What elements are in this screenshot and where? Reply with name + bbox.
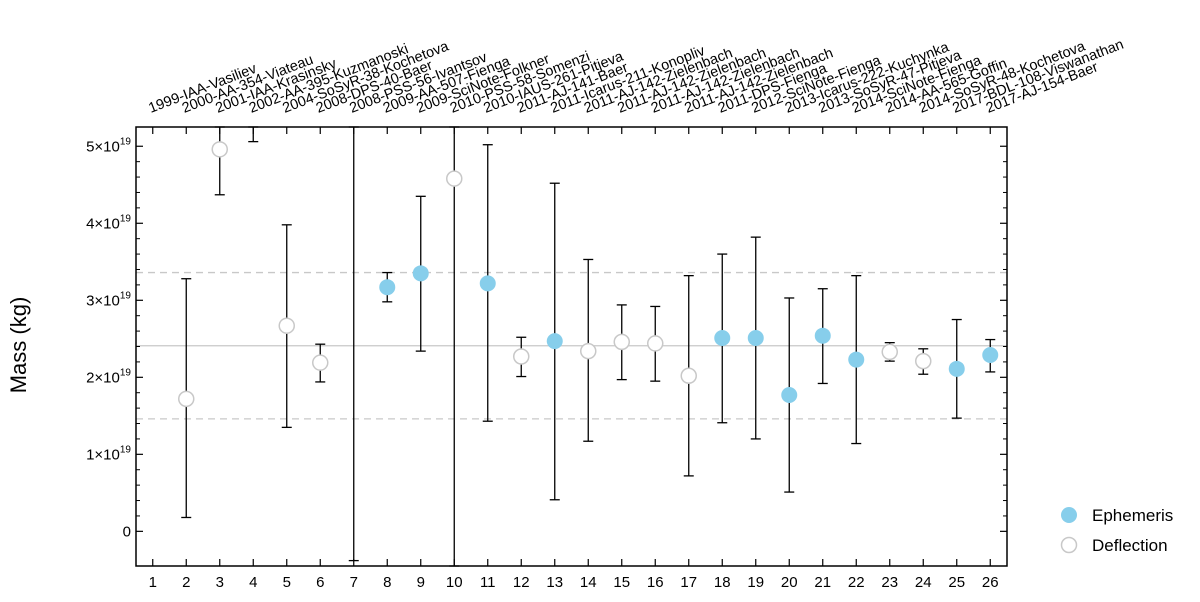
x-tick-label: 26 [982,574,999,591]
plot-layer: 01×10192×10193×10194×10195×101911999-IAA… [86,37,1126,591]
y-tick-label: 5×1019 [86,136,131,155]
x-tick-label: 18 [714,574,731,591]
x-tick-label: 21 [814,574,831,591]
legend: Ephemeris Deflection [1060,506,1173,555]
legend-ephemeris-label: Ephemeris [1092,506,1173,525]
x-tick-label: 4 [249,574,257,591]
y-tick-label: 2×1019 [86,367,131,386]
deflection-point [881,343,898,361]
x-tick-label: 6 [316,574,324,591]
ephemeris-point [546,333,563,350]
ephemeris-point [479,275,496,292]
deflection-point [513,348,530,365]
ephemeris-point [379,279,396,296]
deflection-point [278,317,295,334]
x-tick-label: 22 [848,574,865,591]
x-tick-label: 3 [216,574,224,591]
deflection-point [613,333,630,351]
plot-frame [135,126,1008,567]
y-tick-label: 3×1019 [86,290,131,309]
x-tick-label: 19 [747,574,764,591]
x-tick-label: 12 [513,574,530,591]
ephemeris-point [814,327,831,344]
y-tick-label: 0 [123,523,131,540]
x-tick-label: 8 [383,574,391,591]
deflection-point [915,352,932,370]
ephemeris-point [412,265,429,282]
legend-ephemeris-marker [1061,507,1077,523]
deflection-point [211,141,228,158]
x-tick-label: 1 [149,574,157,591]
y-tick-label: 1×1019 [86,444,131,463]
ephemeris-point [714,330,731,347]
x-tick-label: 23 [881,574,898,591]
x-tick-label: 15 [613,574,630,591]
ephemeris-point [948,360,965,377]
ephemeris-point [747,330,764,347]
y-tick-label: 4×1019 [86,213,131,232]
y-axis-label: Mass (kg) [6,297,31,394]
x-tick-label: 13 [546,574,563,591]
x-tick-label: 5 [283,574,291,591]
x-tick-label: 17 [680,574,697,591]
x-tick-label: 10 [446,574,463,591]
ephemeris-point [781,387,798,404]
legend-deflection-label: Deflection [1092,536,1168,555]
x-tick-label: 14 [580,574,597,591]
deflection-point [178,390,195,408]
deflection-point [446,170,463,187]
x-tick-label: 20 [781,574,798,591]
x-tick-label: 16 [647,574,664,591]
ephemeris-point [848,351,865,368]
x-tick-label: 2 [182,574,190,591]
deflection-point [580,342,597,360]
deflection-point [647,335,664,352]
deflection-point [680,367,697,385]
ephemeris-point [982,346,999,363]
x-tick-label: 7 [350,574,358,591]
legend-deflection-marker [1060,536,1078,554]
x-tick-label: 24 [915,574,932,591]
x-tick-label: 9 [417,574,425,591]
x-tick-label: 25 [948,574,965,591]
deflection-point [312,354,329,371]
x-tick-label: 11 [480,574,496,591]
